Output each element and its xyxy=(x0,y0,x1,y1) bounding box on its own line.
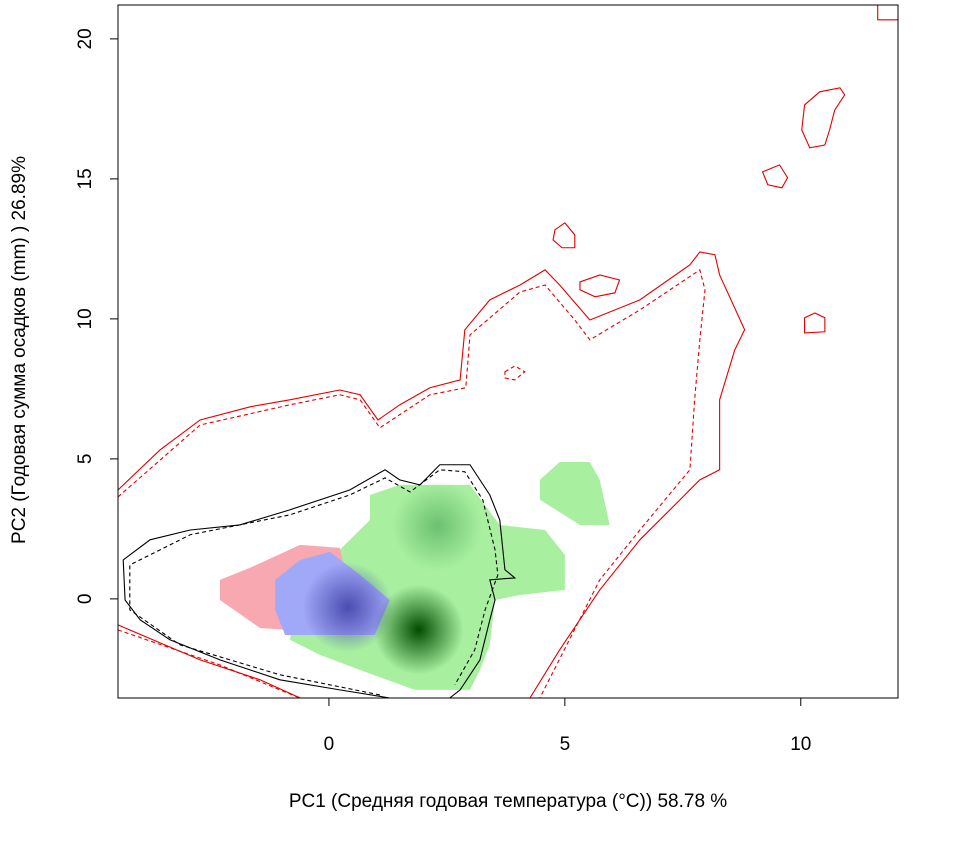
contour-line xyxy=(118,624,301,698)
contour-line xyxy=(118,251,746,698)
density-region xyxy=(539,461,610,525)
contour-line xyxy=(801,87,846,149)
y-tick-label: 5 xyxy=(75,454,96,465)
plot-area xyxy=(118,5,898,698)
plot-frame xyxy=(117,4,899,699)
contour-line xyxy=(129,469,499,696)
x-tick-label: 10 xyxy=(790,734,811,755)
y-tick-label: 10 xyxy=(75,308,96,329)
contour-line xyxy=(118,629,301,698)
contour-line xyxy=(504,365,526,381)
y-tick-label: 20 xyxy=(75,28,96,49)
density-peak xyxy=(392,481,483,572)
x-tick-label: 0 xyxy=(324,734,335,755)
density-peak xyxy=(373,584,464,675)
contour-line xyxy=(804,312,826,334)
contour-line xyxy=(877,5,898,21)
contour-line xyxy=(579,274,621,298)
contour-line xyxy=(552,222,576,249)
contour-line xyxy=(118,268,706,698)
y-tick-label: 15 xyxy=(75,168,96,189)
x-tick-label: 5 xyxy=(560,734,571,755)
contour-line xyxy=(761,164,789,189)
y-tick-label: 0 xyxy=(75,594,96,605)
y-axis-title: PC2 (Годовая сумма осадков (mm) ) 26.89% xyxy=(9,156,30,544)
density-peak xyxy=(302,562,393,653)
x-axis-title: PC1 (Средняя годовая температура (°C)) 5… xyxy=(289,791,727,812)
